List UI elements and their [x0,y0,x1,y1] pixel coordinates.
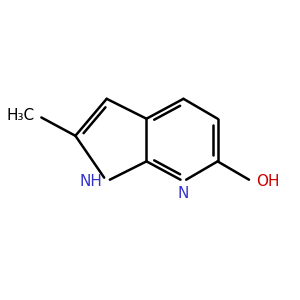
Text: H₃C: H₃C [6,108,34,123]
Text: N: N [178,186,189,201]
Text: OH: OH [256,174,280,189]
Text: NH: NH [80,174,102,189]
